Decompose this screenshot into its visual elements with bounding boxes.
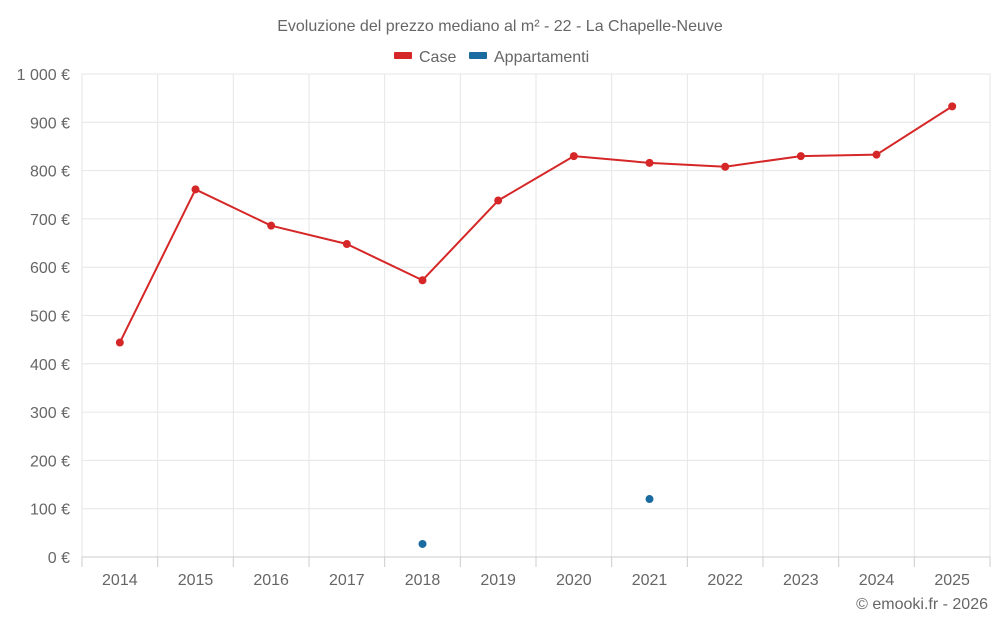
- data-point-case-2024[interactable]: [872, 150, 881, 159]
- y-tick-label: 500 €: [30, 309, 70, 326]
- series-appartamenti: [418, 495, 654, 548]
- y-tick-label: 1 000 €: [17, 67, 70, 84]
- data-point-case-2015[interactable]: [191, 185, 200, 194]
- data-point-case-2018[interactable]: [418, 276, 427, 285]
- legend-label-appartamenti: Appartamenti: [494, 49, 589, 66]
- axes: 0 € 100 € 200 € 300 € 400 € 500 € 600 € 700 € 80…: [17, 67, 991, 589]
- x-tick-label: 2023: [783, 572, 819, 589]
- x-tick-label: 2015: [178, 572, 214, 589]
- x-tick-label: 2016: [253, 572, 289, 589]
- x-tick-label: 2020: [556, 572, 592, 589]
- legend-item-case[interactable]: Case: [394, 49, 456, 66]
- data-point-case-2020[interactable]: [569, 152, 578, 161]
- credit-text: © emooki.fr - 2026: [856, 596, 988, 613]
- y-tick-label: 600 €: [30, 260, 70, 277]
- y-tick-label: 0 €: [48, 550, 70, 567]
- x-tick-label: 2014: [102, 572, 138, 589]
- data-point-case-2023[interactable]: [796, 152, 805, 161]
- data-point-appartamenti-2021[interactable]: [645, 495, 654, 504]
- grid: [81, 73, 991, 557]
- x-tick-label: 2021: [632, 572, 668, 589]
- x-tick-label: 2019: [480, 572, 516, 589]
- data-point-case-2019[interactable]: [494, 196, 503, 205]
- y-tick-label: 100 €: [30, 502, 70, 519]
- legend: Case Appartamenti: [394, 49, 589, 66]
- data-point-appartamenti-2018[interactable]: [418, 539, 427, 548]
- x-tick-label: 2018: [405, 572, 441, 589]
- data-point-case-2014[interactable]: [115, 338, 124, 347]
- series: [115, 102, 957, 548]
- data-point-case-2017[interactable]: [342, 240, 351, 249]
- x-tick-label: 2017: [329, 572, 365, 589]
- legend-label-case: Case: [419, 49, 456, 66]
- x-tick-label: 2022: [707, 572, 743, 589]
- series-case: [115, 102, 957, 347]
- legend-item-appartamenti[interactable]: Appartamenti: [469, 49, 589, 66]
- y-tick-label: 800 €: [30, 164, 70, 181]
- series-line-case: [118, 105, 954, 344]
- data-point-case-2025[interactable]: [948, 102, 957, 111]
- x-tick-label: 2025: [934, 572, 970, 589]
- x-tick-label: 2024: [859, 572, 895, 589]
- chart-title: Evoluzione del prezzo mediano al m² - 22…: [277, 18, 723, 35]
- data-point-case-2016[interactable]: [267, 221, 276, 230]
- y-tick-label: 300 €: [30, 405, 70, 422]
- data-point-case-2021[interactable]: [645, 158, 654, 167]
- legend-swatch-case: [394, 52, 412, 59]
- y-tick-label: 900 €: [30, 115, 70, 132]
- legend-swatch-appartamenti: [469, 52, 487, 59]
- data-point-case-2022[interactable]: [721, 162, 730, 171]
- y-tick-label: 400 €: [30, 357, 70, 374]
- y-tick-label: 700 €: [30, 212, 70, 229]
- y-tick-label: 200 €: [30, 453, 70, 470]
